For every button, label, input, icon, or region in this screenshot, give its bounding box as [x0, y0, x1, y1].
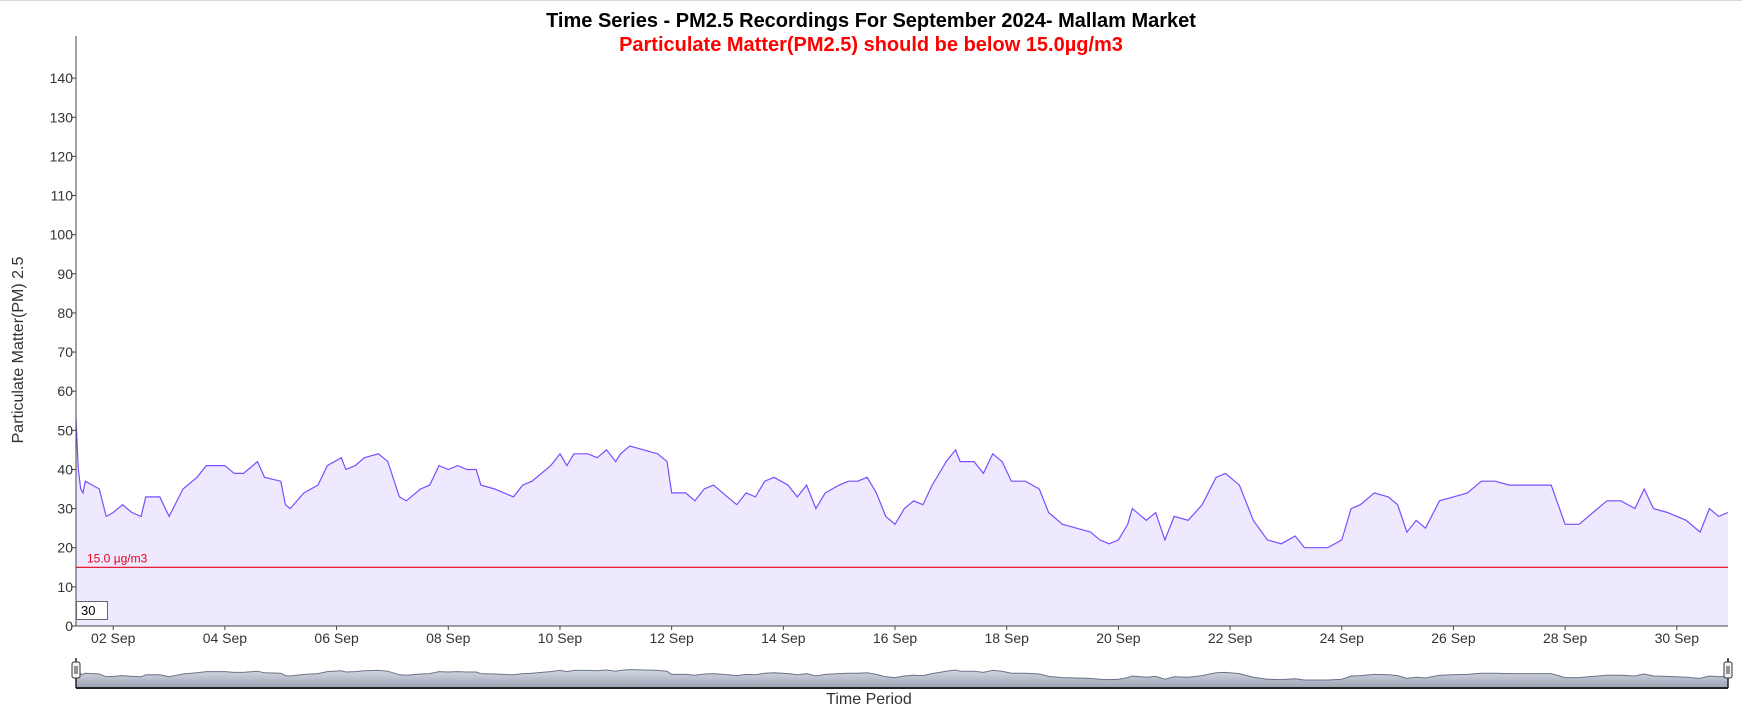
rolling-period-input[interactable]: 30: [76, 601, 108, 620]
x-axis-label: Time Period: [826, 691, 912, 708]
y-tick-label: 10: [57, 579, 73, 595]
x-tick-label: 28 Sep: [1543, 630, 1588, 646]
y-tick-label: 80: [57, 305, 73, 321]
y-tick-label: 120: [50, 148, 74, 164]
y-tick-label: 30: [57, 501, 73, 517]
x-tick-label: 30 Sep: [1655, 630, 1700, 646]
plot-area: [75, 418, 1729, 626]
top-divider: [0, 0, 1742, 1]
x-tick-label: 08 Sep: [426, 630, 471, 646]
x-tick-label: 18 Sep: [985, 630, 1030, 646]
y-tick-label: 110: [51, 188, 74, 204]
y-tick-label: 100: [50, 227, 74, 243]
x-tick-label: 06 Sep: [314, 630, 359, 646]
navigator-line: [75, 666, 1729, 681]
y-tick-label: 140: [50, 70, 74, 86]
range-handle-right[interactable]: [1723, 661, 1733, 679]
x-tick-label: 02 Sep: [91, 630, 136, 646]
chart-subtitle: Particulate Matter(PM2.5) should be belo…: [619, 34, 1123, 56]
series-area: [76, 418, 1728, 626]
range-handle-left[interactable]: [71, 661, 81, 679]
x-tick-label: 20 Sep: [1096, 630, 1141, 646]
x-tick-label: 04 Sep: [203, 630, 248, 646]
series-line: [75, 418, 1729, 549]
y-tick-label: 20: [57, 540, 73, 556]
threshold-group: 15.0 µg/m3: [76, 551, 1728, 568]
y-tick-label: 130: [50, 109, 74, 125]
navigator-area: [76, 666, 1728, 688]
axes-group: 0 10 20 30 40 50 60 70 80 90 100 110 120 130 140 02 Sep…: [50, 36, 1728, 646]
x-tick-label: 10 Sep: [538, 630, 583, 646]
x-tick-label: 24 Sep: [1320, 630, 1365, 646]
chart-title: Time Series - PM2.5 Recordings For Septe…: [546, 10, 1196, 32]
y-axis-label: Particulate Matter(PM) 2.5: [10, 257, 27, 444]
x-tick-label: 16 Sep: [873, 630, 918, 646]
x-tick-label: 14 Sep: [761, 630, 806, 646]
threshold-label: 15.0 µg/m3: [87, 551, 148, 565]
y-tick-label: 40: [57, 461, 73, 477]
x-tick-label: 12 Sep: [649, 630, 694, 646]
y-tick-label: 50: [57, 422, 73, 438]
x-tick-label: 22 Sep: [1208, 630, 1253, 646]
range-selector[interactable]: [71, 658, 1733, 689]
x-tick-label: 26 Sep: [1431, 630, 1476, 646]
y-tick-label: 70: [57, 344, 73, 360]
y-tick-label: 60: [57, 383, 73, 399]
y-tick-label: 0: [65, 618, 73, 634]
y-tick-label: 90: [57, 266, 73, 282]
